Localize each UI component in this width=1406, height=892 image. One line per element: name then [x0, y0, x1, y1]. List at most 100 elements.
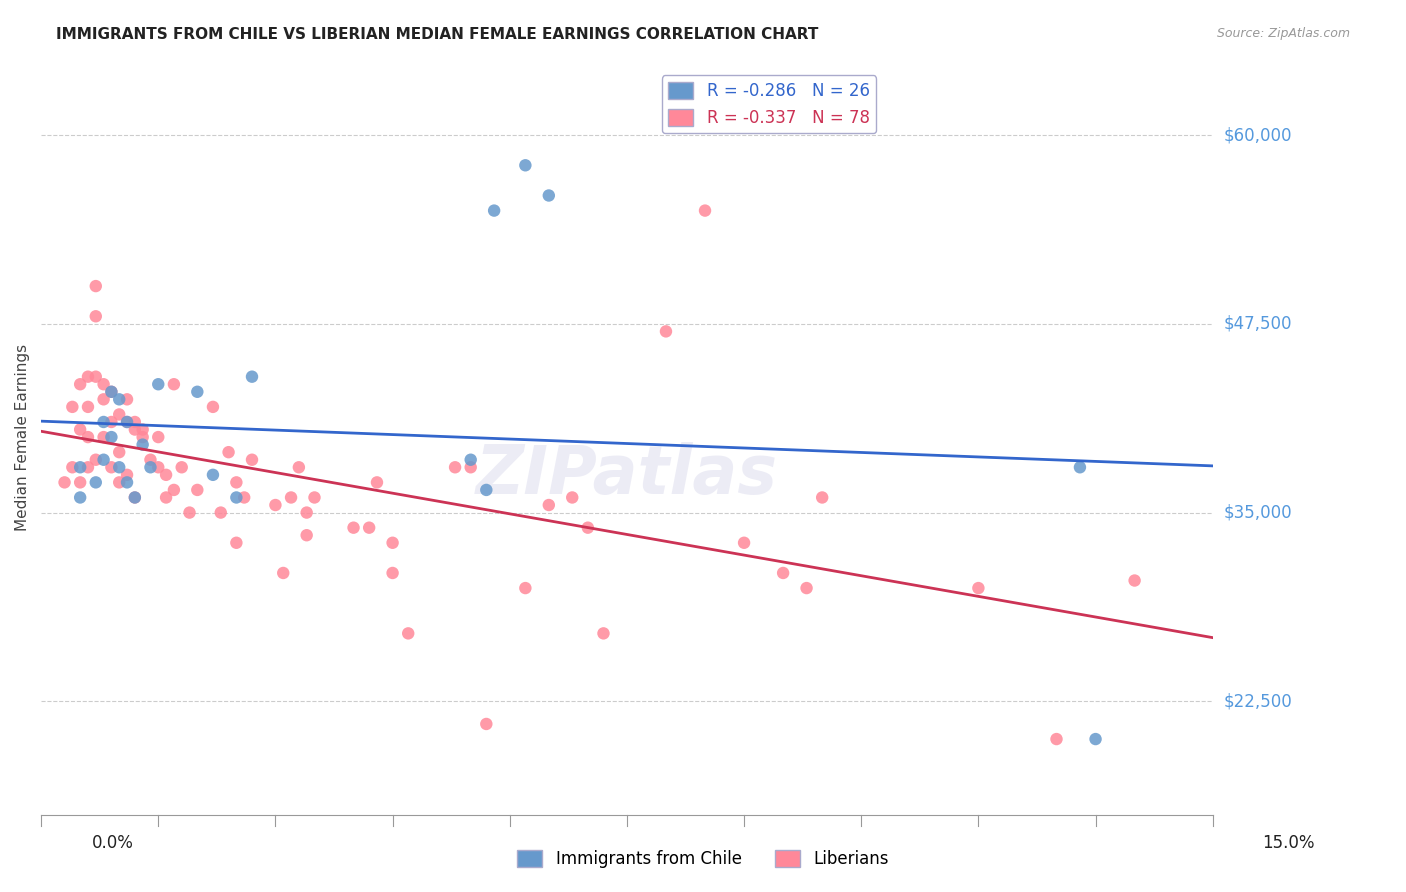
Point	[537, 188, 560, 202]
Point	[295, 506, 318, 520]
Point	[170, 460, 193, 475]
Point	[139, 452, 162, 467]
Point	[60, 460, 83, 475]
Point	[655, 325, 678, 339]
Point	[186, 384, 208, 399]
Point	[100, 460, 122, 475]
Text: $60,000: $60,000	[1223, 126, 1292, 145]
Legend: R = -0.286   N = 26, R = -0.337   N = 78: R = -0.286 N = 26, R = -0.337 N = 78	[662, 76, 876, 134]
Point	[240, 452, 263, 467]
Point	[84, 452, 107, 467]
Point	[131, 437, 153, 451]
Point	[77, 430, 100, 444]
Point	[592, 626, 614, 640]
Point	[100, 384, 122, 399]
Point	[233, 491, 256, 505]
Point	[186, 483, 208, 497]
Point	[218, 445, 240, 459]
Point	[100, 430, 122, 444]
Point	[304, 491, 326, 505]
Point	[124, 415, 146, 429]
Point	[240, 369, 263, 384]
Point	[115, 467, 138, 482]
Text: IMMIGRANTS FROM CHILE VS LIBERIAN MEDIAN FEMALE EARNINGS CORRELATION CHART: IMMIGRANTS FROM CHILE VS LIBERIAN MEDIAN…	[56, 27, 818, 42]
Point	[93, 452, 115, 467]
Point	[475, 717, 498, 731]
Point	[124, 491, 146, 505]
Point	[225, 535, 247, 549]
Point	[342, 521, 364, 535]
Point	[796, 581, 818, 595]
Point	[84, 310, 107, 324]
Point	[396, 626, 419, 640]
Point	[69, 423, 91, 437]
Point	[93, 430, 115, 444]
Point	[460, 460, 482, 475]
Point	[1123, 574, 1146, 588]
Point	[69, 491, 91, 505]
Point	[124, 491, 146, 505]
Point	[124, 423, 146, 437]
Point	[155, 467, 177, 482]
Point	[201, 467, 224, 482]
Point	[482, 203, 505, 218]
Point	[53, 475, 76, 490]
Point	[163, 483, 186, 497]
Point	[60, 400, 83, 414]
Point	[115, 415, 138, 429]
Point	[733, 535, 755, 549]
Point	[77, 460, 100, 475]
Point	[155, 491, 177, 505]
Point	[515, 581, 537, 595]
Text: 0.0%: 0.0%	[91, 834, 134, 852]
Point	[381, 566, 404, 580]
Point	[381, 535, 404, 549]
Point	[69, 460, 91, 475]
Point	[115, 392, 138, 407]
Point	[225, 491, 247, 505]
Point	[84, 279, 107, 293]
Point	[108, 408, 131, 422]
Text: $22,500: $22,500	[1223, 692, 1292, 710]
Point	[115, 415, 138, 429]
Point	[576, 521, 599, 535]
Point	[280, 491, 302, 505]
Point	[77, 400, 100, 414]
Point	[1069, 460, 1091, 475]
Point	[69, 475, 91, 490]
Point	[359, 521, 381, 535]
Point	[1084, 732, 1107, 747]
Point	[693, 203, 716, 218]
Point	[288, 460, 311, 475]
Text: $47,500: $47,500	[1223, 315, 1292, 333]
Point	[225, 475, 247, 490]
Point	[84, 475, 107, 490]
Point	[93, 377, 115, 392]
Point	[179, 506, 201, 520]
Point	[93, 415, 115, 429]
Point	[772, 566, 794, 580]
Point	[271, 566, 294, 580]
Point	[201, 400, 224, 414]
Point	[811, 491, 834, 505]
Point	[139, 460, 162, 475]
Point	[108, 460, 131, 475]
Point	[131, 423, 153, 437]
Text: ZIPatlas: ZIPatlas	[475, 442, 778, 508]
Point	[108, 475, 131, 490]
Point	[515, 158, 537, 172]
Point	[131, 430, 153, 444]
Point	[209, 506, 232, 520]
Point	[1045, 732, 1067, 747]
Text: Source: ZipAtlas.com: Source: ZipAtlas.com	[1216, 27, 1350, 40]
Point	[93, 392, 115, 407]
Point	[460, 452, 482, 467]
Point	[108, 392, 131, 407]
Point	[163, 377, 186, 392]
Point	[148, 377, 170, 392]
Point	[967, 581, 990, 595]
Text: $35,000: $35,000	[1223, 504, 1292, 522]
Text: 15.0%: 15.0%	[1263, 834, 1315, 852]
Point	[108, 445, 131, 459]
Point	[100, 415, 122, 429]
